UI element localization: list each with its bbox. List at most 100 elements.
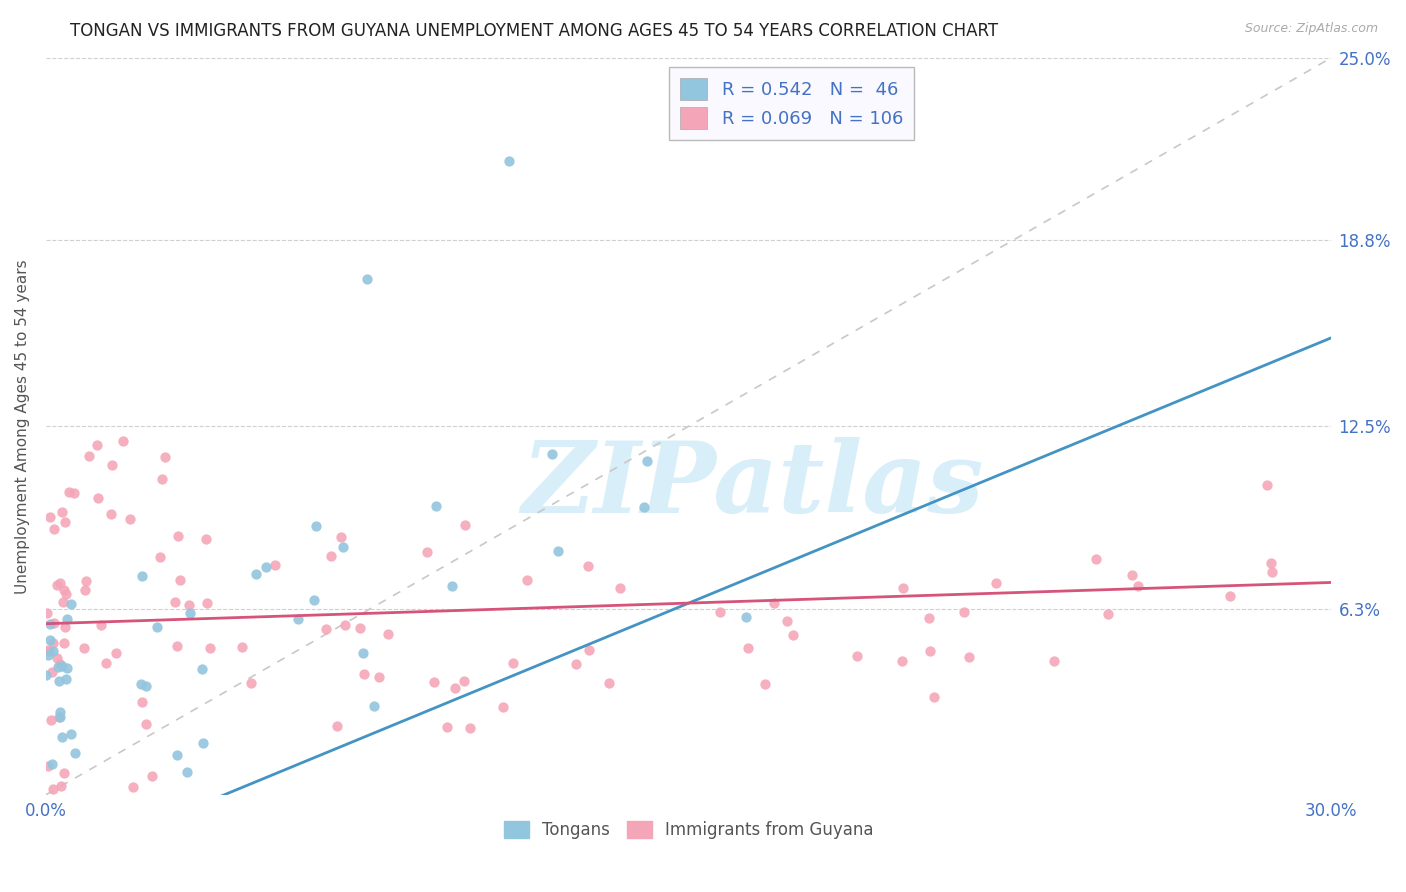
Point [35, 668, 58, 682]
Point [377, 626, 399, 640]
Point [200, 641, 222, 656]
Point [86, 438, 108, 452]
Point [37, 648, 59, 662]
Point [195, 596, 218, 610]
Point [754, 677, 776, 691]
Point [53, 636, 76, 650]
Point [55, 586, 77, 600]
Point [191, 736, 214, 750]
Legend: Tongans, Immigrants from Guyana: Tongans, Immigrants from Guyana [498, 814, 880, 846]
Point [52, 766, 75, 780]
Point [55, 612, 77, 626]
Point [167, 529, 190, 543]
Point [953, 605, 976, 619]
Point [333, 618, 356, 632]
Point [39, 617, 62, 632]
Point [37, 643, 59, 657]
Text: TONGAN VS IMMIGRANTS FROM GUYANA UNEMPLOYMENT AMONG AGES 45 TO 54 YEARS CORRELAT: TONGAN VS IMMIGRANTS FROM GUYANA UNEMPLO… [70, 22, 998, 40]
Point [46, 659, 69, 673]
Point [356, 272, 378, 286]
Point [190, 662, 212, 676]
Text: ZIPatlas: ZIPatlas [522, 437, 984, 533]
Point [321, 549, 343, 563]
Point [75, 574, 97, 588]
Point [763, 596, 786, 610]
Point [131, 695, 153, 709]
Point [169, 573, 191, 587]
Point [51, 505, 73, 519]
Point [73, 641, 96, 656]
Point [576, 558, 599, 573]
Point [349, 621, 371, 635]
Point [96, 656, 118, 670]
Point [179, 607, 201, 621]
Point [332, 540, 354, 554]
Point [423, 674, 446, 689]
Point [48, 674, 70, 689]
Point [492, 700, 515, 714]
Point [60, 727, 83, 741]
Point [55, 661, 77, 675]
Point [153, 450, 176, 464]
Point [353, 667, 375, 681]
Point [709, 605, 731, 619]
Point [101, 458, 124, 472]
Point [45, 578, 67, 592]
Point [51, 730, 73, 744]
Point [42, 616, 65, 631]
Point [87, 491, 110, 505]
Point [891, 582, 914, 596]
Point [368, 670, 391, 684]
Point [135, 679, 157, 693]
Point [46, 650, 69, 665]
Point [1042, 654, 1064, 668]
Point [135, 717, 157, 731]
Point [51, 658, 73, 673]
Point [633, 500, 655, 514]
Point [454, 518, 477, 533]
Point [245, 566, 267, 581]
Point [176, 765, 198, 780]
Point [957, 650, 980, 665]
Point [609, 582, 631, 596]
Point [49, 705, 72, 719]
Point [305, 519, 328, 533]
Point [458, 721, 481, 735]
Point [141, 769, 163, 783]
Point [63, 746, 86, 760]
Point [918, 643, 941, 657]
Point [166, 748, 188, 763]
Point [48, 710, 70, 724]
Point [1126, 579, 1149, 593]
Y-axis label: Unemployment Among Ages 45 to 54 years: Unemployment Among Ages 45 to 54 years [15, 259, 30, 593]
Point [75, 582, 97, 597]
Point [636, 454, 658, 468]
Point [38, 644, 60, 658]
Point [502, 656, 524, 670]
Point [195, 533, 218, 547]
Point [63, 485, 86, 500]
Point [984, 575, 1007, 590]
Point [42, 522, 65, 536]
Point [578, 643, 600, 657]
Point [53, 582, 76, 597]
Point [737, 640, 759, 655]
Point [363, 699, 385, 714]
Point [49, 576, 72, 591]
Point [453, 674, 475, 689]
Point [129, 677, 152, 691]
Point [121, 780, 143, 794]
Point [547, 544, 569, 558]
Point [416, 545, 439, 559]
Point [38, 633, 60, 648]
Point [425, 499, 447, 513]
Point [100, 507, 122, 521]
Point [55, 515, 77, 529]
Point [917, 611, 939, 625]
Point [1084, 552, 1107, 566]
Point [179, 598, 201, 612]
Point [41, 781, 63, 796]
Point [41, 757, 63, 772]
Point [77, 449, 100, 463]
Point [326, 719, 349, 733]
